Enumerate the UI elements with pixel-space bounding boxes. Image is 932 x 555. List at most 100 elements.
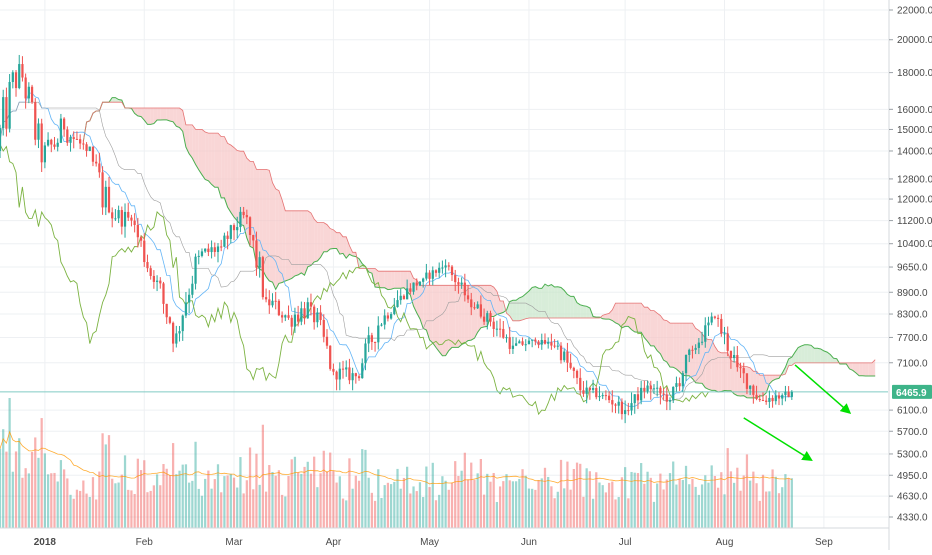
candle-down[interactable] xyxy=(153,276,155,282)
candle-down[interactable] xyxy=(255,240,257,267)
candle-up[interactable] xyxy=(547,342,549,343)
candle-up[interactable] xyxy=(711,317,713,323)
candle-down[interactable] xyxy=(448,265,450,266)
candle-up[interactable] xyxy=(236,227,238,230)
candle-up[interactable] xyxy=(18,64,20,88)
candle-down[interactable] xyxy=(92,147,94,162)
candle-up[interactable] xyxy=(361,363,363,378)
candle-up[interactable] xyxy=(191,284,193,295)
candle-up[interactable] xyxy=(781,395,783,398)
candle-down[interactable] xyxy=(409,288,411,291)
candle-down[interactable] xyxy=(608,396,610,400)
price-axis[interactable]: 22000.020000.018000.016000.015000.014000… xyxy=(889,0,932,550)
candle-up[interactable] xyxy=(307,302,309,318)
candle-down[interactable] xyxy=(275,301,277,302)
candle-down[interactable] xyxy=(220,246,222,247)
candle-up[interactable] xyxy=(60,119,62,143)
candle-up[interactable] xyxy=(541,340,543,345)
candle-up[interactable] xyxy=(368,335,370,343)
candle-down[interactable] xyxy=(743,368,745,373)
candle-down[interactable] xyxy=(98,163,100,172)
candle-down[interactable] xyxy=(25,78,27,99)
candle-up[interactable] xyxy=(512,346,514,349)
candle-up[interactable] xyxy=(377,326,379,343)
candle-down[interactable] xyxy=(226,236,228,239)
candle-down[interactable] xyxy=(714,317,716,318)
candle-up[interactable] xyxy=(230,225,232,239)
candle-down[interactable] xyxy=(76,139,78,140)
candle-down[interactable] xyxy=(666,394,668,401)
candle-down[interactable] xyxy=(765,401,767,402)
candle-up[interactable] xyxy=(117,210,119,218)
candle-up[interactable] xyxy=(345,367,347,369)
candle-down[interactable] xyxy=(570,363,572,368)
candle-down[interactable] xyxy=(108,187,110,212)
candle-down[interactable] xyxy=(746,373,748,389)
candle-up[interactable] xyxy=(396,300,398,307)
candle-up[interactable] xyxy=(672,387,674,400)
candle-down[interactable] xyxy=(297,315,299,322)
candle-down[interactable] xyxy=(614,404,616,405)
candle-down[interactable] xyxy=(101,172,103,207)
candle-up[interactable] xyxy=(515,343,517,345)
candle-up[interactable] xyxy=(406,288,408,299)
candle-up[interactable] xyxy=(182,316,184,332)
candle-down[interactable] xyxy=(348,367,350,380)
candle-up[interactable] xyxy=(701,342,703,343)
candle-down[interactable] xyxy=(50,140,52,145)
candle-down[interactable] xyxy=(691,350,693,351)
candle-down[interactable] xyxy=(720,319,722,334)
candle-up[interactable] xyxy=(695,348,697,350)
candle-down[interactable] xyxy=(416,283,418,286)
candle-down[interactable] xyxy=(374,342,376,343)
candle-up[interactable] xyxy=(505,337,507,338)
candle-up[interactable] xyxy=(223,236,225,247)
candle-down[interactable] xyxy=(611,400,613,404)
candle-down[interactable] xyxy=(679,383,681,386)
candle-down[interactable] xyxy=(553,346,555,347)
candle-down[interactable] xyxy=(483,317,485,322)
candle-up[interactable] xyxy=(89,147,91,151)
candle-down[interactable] xyxy=(371,335,373,342)
candle-down[interactable] xyxy=(319,312,321,320)
candle-up[interactable] xyxy=(791,392,793,397)
candle-down[interactable] xyxy=(650,386,652,390)
candle-up[interactable] xyxy=(669,400,671,402)
candle-down[interactable] xyxy=(759,399,761,400)
candle-up[interactable] xyxy=(525,344,527,345)
candle-down[interactable] xyxy=(73,137,75,139)
candle-down[interactable] xyxy=(332,369,334,372)
candle-down[interactable] xyxy=(589,388,591,390)
candle-up[interactable] xyxy=(653,388,655,389)
candle-down[interactable] xyxy=(82,144,84,145)
candle-up[interactable] xyxy=(28,87,30,99)
candle-down[interactable] xyxy=(150,268,152,276)
candle-up[interactable] xyxy=(114,218,116,219)
candle-up[interactable] xyxy=(425,273,427,279)
candle-down[interactable] xyxy=(137,225,139,237)
candle-up[interactable] xyxy=(47,140,49,146)
candle-up[interactable] xyxy=(733,355,735,358)
candle-down[interactable] xyxy=(358,376,360,378)
candle-down[interactable] xyxy=(5,97,7,129)
candle-up[interactable] xyxy=(477,304,479,308)
candle-down[interactable] xyxy=(579,378,581,390)
candle-up[interactable] xyxy=(688,350,690,355)
candle-up[interactable] xyxy=(156,281,158,282)
candle-up[interactable] xyxy=(400,296,402,300)
candle-up[interactable] xyxy=(284,315,286,317)
candle-down[interactable] xyxy=(621,402,623,414)
candle-down[interactable] xyxy=(717,318,719,319)
candle-down[interactable] xyxy=(169,317,171,323)
candle-down[interactable] xyxy=(473,307,475,308)
candle-down[interactable] xyxy=(755,395,757,399)
candle-up[interactable] xyxy=(390,314,392,319)
candle-down[interactable] xyxy=(53,145,55,147)
candle-down[interactable] xyxy=(727,333,729,350)
candle-up[interactable] xyxy=(178,331,180,333)
candle-up[interactable] xyxy=(185,303,187,316)
candle-up[interactable] xyxy=(8,82,10,129)
candle-up[interactable] xyxy=(682,373,684,386)
